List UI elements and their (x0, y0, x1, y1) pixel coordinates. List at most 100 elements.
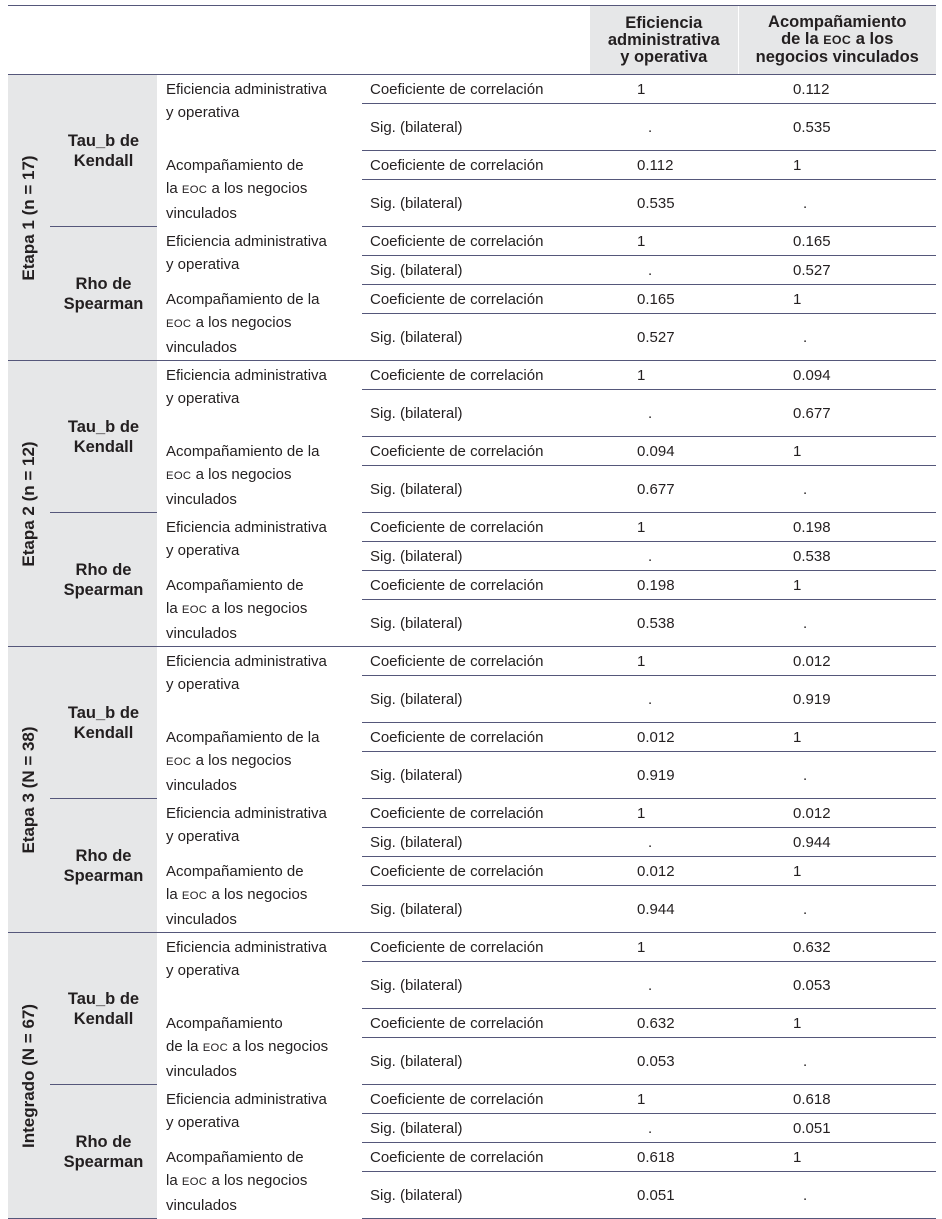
method-tau-line2: Kendall (73, 437, 134, 456)
value-cell: 0.051 (590, 1171, 738, 1219)
stat-label-sig: Sig. (bilateral) (362, 599, 590, 647)
var-acomp-line3: vinculados (166, 1196, 237, 1214)
method-tau-line2: Kendall (73, 723, 134, 742)
stat-label-sig: Sig. (bilateral) (362, 255, 590, 285)
var-acompanamiento: Acompañamiento de la EOC a los negocios vi… (157, 1142, 362, 1219)
var-acomp-prefix: la (166, 599, 178, 617)
table-row: Rho de Spearman Eficiencia administrativa y… (8, 798, 936, 933)
stat-label-coef: Coeficiente de correlación (362, 932, 590, 962)
value-cell: 0.919 (590, 751, 738, 799)
value-cell: 0.632 (590, 1008, 738, 1038)
value-cell: 0.538 (590, 599, 738, 647)
var-eficiencia: Eficiencia administrativa y operativa (157, 360, 362, 437)
var-acomp-rest: a los negocios (211, 179, 308, 197)
stat-label-coef: Coeficiente de correlación (362, 150, 590, 180)
var-acompanamiento: Acompañamiento de la EOC a los negocios vi… (157, 150, 362, 227)
table-row: Acompañamiento de la EOC a los negocios vi… (8, 570, 936, 647)
var-eficiencia: Eficiencia administrativa y operativa (157, 74, 362, 151)
stat-label-sig: Sig. (bilateral) (362, 751, 590, 799)
var-acomp-line2: de la EOC a los negocios (166, 1035, 362, 1060)
var-eficiencia-line1: Eficiencia administrativa (166, 367, 327, 384)
method-rho-cell: Rho de Spearman (50, 512, 157, 647)
header-col1-line1: Eficiencia (625, 13, 703, 32)
value-cell: 0.677 (590, 465, 738, 513)
stat-label-sig: Sig. (bilateral) (362, 885, 590, 933)
value-cell: . (590, 1113, 738, 1143)
stat-label-coef: Coeficiente de correlación (362, 512, 590, 542)
value-cell: 1 (590, 74, 738, 104)
value-cell: 1 (738, 1142, 936, 1172)
stat-label-sig: Sig. (bilateral) (362, 103, 590, 151)
value-cell: 0.919 (738, 675, 936, 723)
value-cell: 1 (738, 150, 936, 180)
value-cell: 1 (590, 360, 738, 390)
value-cell: 1 (590, 646, 738, 676)
table-row: Acompañamiento de la EOC a los negocios vi… (8, 436, 936, 513)
stat-label-sig: Sig. (bilateral) (362, 389, 590, 437)
value-cell: 0.944 (590, 885, 738, 933)
correlation-table: Eficiencia administrativa y operativa Ac… (8, 5, 936, 1219)
header-acompanamiento: Acompañamiento de la EOC a los negocios … (737, 5, 936, 75)
value-cell: 0.094 (738, 360, 936, 390)
value-cell: 0.527 (738, 255, 936, 285)
method-tau-line1: Tau_b de (67, 417, 140, 436)
var-acomp-line1: Acompañamiento (166, 1012, 362, 1035)
var-acomp-prefix: la (166, 885, 178, 903)
group-label-cell: Integrado (N = 67) (8, 932, 50, 1219)
table-row: Sig. (bilateral) 0.944. (8, 885, 936, 933)
stat-label-sig: Sig. (bilateral) (362, 313, 590, 361)
var-acomp-rest: a los negocios (211, 599, 308, 617)
stat-label-coef: Coeficiente de correlación (362, 1008, 590, 1038)
stat-label-coef: Coeficiente de correlación (362, 570, 590, 600)
var-eficiencia-line1: Eficiencia administrativa (166, 653, 327, 670)
table-row: Acompañamiento de la EOC a los negocios vi… (8, 856, 936, 933)
group-label-cell: Etapa 1 (n = 17) (8, 74, 50, 361)
table-row: Etapa 2 (n = 12) Tau_b de Kendall Eficienci… (8, 360, 936, 647)
header-blank-cell (8, 5, 590, 75)
var-acomp-line2: la EOC a los negocios (166, 177, 362, 202)
stat-label-sig: Sig. (bilateral) (362, 179, 590, 227)
table-row: Sig. (bilateral). 0.535 (8, 103, 936, 151)
table-row: Sig. (bilateral). 0.919 (8, 675, 936, 723)
var-acomp-lead: Acompañamiento de (166, 862, 304, 880)
var-eficiencia-line1: Eficiencia administrativa (166, 939, 327, 956)
method-rho-cell: Rho de Spearman (50, 798, 157, 933)
value-cell: 0.198 (590, 570, 738, 600)
value-cell: 1 (738, 284, 936, 314)
var-acomp-rest: a los negocios (195, 465, 292, 483)
value-cell: 0.618 (590, 1142, 738, 1172)
value-cell: . (590, 961, 738, 1009)
value-cell: 0.677 (738, 389, 936, 437)
value-cell: 1 (738, 856, 936, 886)
table-row: Sig. (bilateral) 0.527. (8, 313, 936, 361)
var-acomp-prefix: la (166, 1171, 178, 1189)
var-acomp-line2: EOC a los negocios (166, 311, 362, 336)
eoc-abbrev: EOC (181, 183, 208, 196)
value-cell: . (590, 541, 738, 571)
var-acomp-line1: Acompañamiento de (166, 860, 362, 883)
var-acompanamiento: Acompañamiento de la EOC a los negocios vi… (157, 722, 362, 799)
value-cell: 0.198 (738, 512, 936, 542)
var-eficiencia-line2: y operativa (166, 390, 240, 407)
header-col2-line3: negocios vinculados (755, 48, 919, 66)
var-acomp-lead: Acompañamiento de la (166, 442, 320, 460)
table-row: Acompañamiento de la EOC a los negocios vi… (8, 150, 936, 227)
var-eficiencia-line2: y operativa (166, 676, 240, 693)
var-acomp-line1: Acompañamiento de (166, 574, 362, 597)
eoc-abbrev: EOC (166, 317, 192, 330)
method-rho-line1: Rho de (75, 274, 132, 293)
value-cell: 0.053 (590, 1037, 738, 1085)
var-acomp-rest: a los negocios (195, 751, 292, 769)
method-tau-cell: Tau_b de Kendall (50, 646, 157, 799)
var-eficiencia: Eficiencia administrativa y operativa (157, 512, 362, 571)
var-acomp-line3: vinculados (166, 204, 237, 222)
value-cell: 0.618 (738, 1084, 936, 1114)
method-tau-cell: Tau_b de Kendall (50, 74, 157, 227)
method-rho-line2: Spearman (63, 294, 144, 313)
value-cell: 1 (590, 798, 738, 828)
eoc-abbrev: EOC (181, 1175, 208, 1188)
method-tau-cell: Tau_b de Kendall (50, 360, 157, 513)
table-row: Rho de Spearman Eficiencia administrativa y… (8, 1084, 936, 1219)
var-acomp-line2: la EOC a los negocios (166, 883, 362, 908)
var-acomp-rest: a los negocios (211, 1171, 308, 1189)
